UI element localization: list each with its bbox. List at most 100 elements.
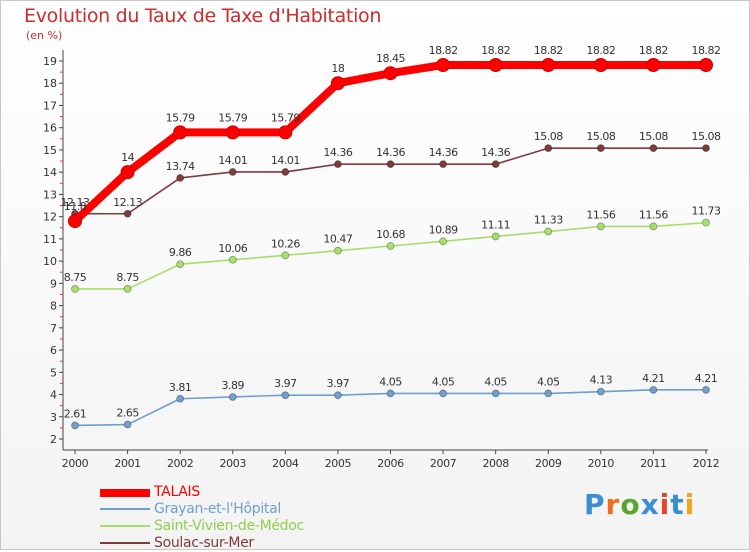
x-tick-label: 2000 bbox=[62, 457, 89, 470]
x-tick-label: 2008 bbox=[482, 457, 509, 470]
data-label: 9.86 bbox=[169, 246, 192, 259]
logo-letter: r bbox=[605, 488, 621, 521]
data-point bbox=[173, 125, 188, 140]
y-tick-label: 3 bbox=[50, 411, 57, 424]
data-label: 14.01 bbox=[218, 154, 247, 167]
data-label: 18.82 bbox=[534, 44, 563, 57]
data-label: 10.26 bbox=[271, 237, 300, 250]
data-label: 15.79 bbox=[166, 111, 195, 124]
data-point bbox=[228, 393, 237, 401]
data-label: 14 bbox=[121, 151, 134, 164]
data-label: 18.82 bbox=[481, 44, 510, 57]
logo-letter: x bbox=[640, 488, 660, 521]
y-tick-label: 15 bbox=[43, 144, 57, 157]
data-point bbox=[225, 125, 240, 140]
legend-label-grayan: Grayan-et-l'Hôpital bbox=[154, 501, 281, 517]
y-tick-label: 6 bbox=[50, 344, 57, 357]
legend-swatch-saint-vivien bbox=[100, 525, 150, 527]
data-point bbox=[541, 58, 556, 73]
data-point bbox=[649, 385, 658, 394]
data-point bbox=[649, 144, 658, 153]
x-tick-label: 2006 bbox=[377, 457, 404, 470]
data-label: 11.33 bbox=[534, 214, 563, 227]
data-point bbox=[544, 227, 553, 236]
data-label: 11.11 bbox=[481, 218, 510, 231]
data-point bbox=[386, 242, 395, 250]
x-tick-label: 2011 bbox=[640, 457, 666, 470]
logo-letter: i bbox=[684, 488, 696, 521]
y-tick-label: 18 bbox=[43, 77, 57, 90]
data-label: 11.56 bbox=[586, 208, 615, 221]
legend-swatch-grayan bbox=[100, 508, 150, 510]
data-point bbox=[386, 389, 395, 398]
data-point bbox=[334, 391, 342, 400]
data-label: 11.8 bbox=[64, 200, 87, 213]
y-tick-label: 9 bbox=[50, 277, 57, 290]
data-point bbox=[702, 385, 710, 394]
data-label: 15.79 bbox=[218, 111, 247, 124]
data-label: 11.73 bbox=[692, 205, 721, 218]
data-point bbox=[383, 66, 398, 81]
y-tick-label: 19 bbox=[43, 55, 57, 68]
data-point bbox=[334, 246, 342, 255]
data-label: 3.97 bbox=[274, 377, 297, 390]
data-label: 10.47 bbox=[323, 233, 352, 246]
data-point bbox=[702, 144, 710, 153]
data-label: 10.68 bbox=[376, 228, 405, 241]
data-point bbox=[488, 58, 503, 73]
x-tick-label: 2003 bbox=[220, 457, 247, 470]
data-point bbox=[281, 168, 290, 176]
data-label: 15.08 bbox=[586, 130, 615, 143]
x-tick-label: 2001 bbox=[114, 457, 140, 470]
legend-swatch-talais bbox=[100, 489, 150, 497]
x-tick-label: 2012 bbox=[693, 457, 719, 470]
data-label: 18.82 bbox=[639, 44, 668, 57]
logo-letter: P bbox=[584, 488, 606, 521]
data-point bbox=[71, 285, 79, 293]
data-label: 15.08 bbox=[692, 130, 721, 143]
data-point bbox=[176, 260, 185, 269]
data-label: 15.79 bbox=[271, 111, 300, 124]
x-tick-label: 2007 bbox=[430, 457, 457, 470]
x-tick-label: 2002 bbox=[167, 457, 193, 470]
data-point bbox=[71, 421, 79, 430]
line-chart: 2 3 4 5 6 7 8 9 10 11 12 13 14 15 16 17 18 19 2000 2001 2002… bbox=[43, 44, 721, 470]
data-point bbox=[228, 168, 237, 176]
data-point bbox=[646, 58, 661, 73]
x-tick-label: 2009 bbox=[535, 457, 562, 470]
data-point bbox=[439, 160, 447, 169]
data-point bbox=[439, 237, 447, 246]
legend-label-saint-vivien: Saint-Vivien-de-Médoc bbox=[154, 518, 304, 534]
y-tick-label: 17 bbox=[43, 99, 57, 112]
data-point bbox=[596, 222, 605, 231]
data-point bbox=[436, 58, 451, 73]
data-point bbox=[491, 389, 500, 398]
data-point bbox=[593, 58, 608, 73]
logo-letter: i bbox=[659, 488, 671, 521]
y-tick-label: 7 bbox=[50, 322, 57, 335]
chart-title: Evolution du Taux de Taxe d'Habitation bbox=[24, 5, 382, 27]
data-point bbox=[699, 58, 713, 73]
chart-unit-label: (en %) bbox=[26, 29, 63, 42]
data-label: 15.08 bbox=[639, 130, 668, 143]
legend-label-talais: TALAIS bbox=[154, 484, 200, 500]
data-label: 13.74 bbox=[166, 160, 195, 173]
data-label: 14.36 bbox=[481, 146, 510, 159]
data-point bbox=[281, 251, 290, 260]
data-point bbox=[334, 160, 342, 169]
data-point bbox=[330, 76, 345, 91]
data-label: 18 bbox=[331, 62, 344, 75]
data-point bbox=[491, 160, 500, 169]
legend-label-soulac: Soulac-sur-Mer bbox=[154, 535, 254, 551]
y-tick-label: 12 bbox=[43, 211, 57, 224]
data-label: 8.75 bbox=[64, 271, 87, 284]
data-point bbox=[281, 391, 290, 400]
data-point bbox=[544, 144, 553, 153]
data-label: 14.36 bbox=[323, 146, 352, 159]
y-tick-label: 4 bbox=[50, 389, 57, 402]
data-point bbox=[176, 174, 185, 182]
data-point bbox=[702, 218, 710, 227]
data-point bbox=[596, 144, 605, 153]
data-label: 18.45 bbox=[376, 52, 405, 65]
proxiti-logo: Proxiti bbox=[584, 488, 695, 521]
